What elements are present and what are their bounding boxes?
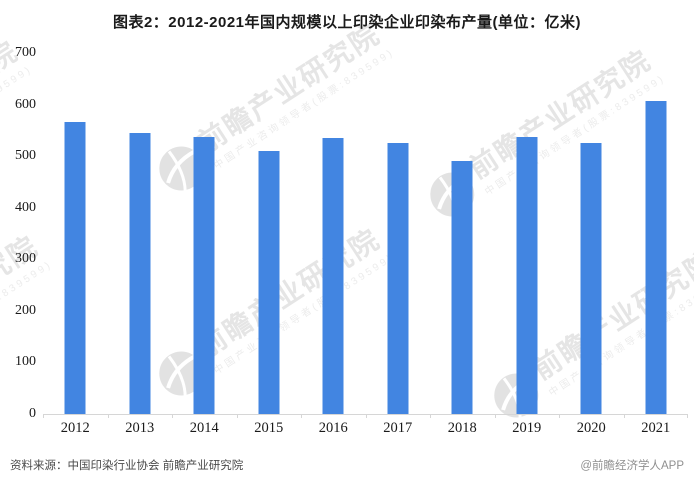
x-tick-label: 2017 <box>383 420 413 436</box>
x-tick-label: 2021 <box>641 420 671 436</box>
bar-2017 <box>387 143 409 414</box>
x-axis: 2012 2013 2014 2015 2016 2017 2018 2019 2020 2021 <box>43 420 688 437</box>
bar-2019 <box>516 137 538 414</box>
y-tick-label: 200 <box>15 302 36 318</box>
axis-tick <box>236 414 238 418</box>
y-tick-label: 300 <box>15 251 36 267</box>
bar-2013 <box>129 133 151 414</box>
bar-2020 <box>580 143 602 414</box>
bar-slot <box>430 53 495 414</box>
x-tick-label: 2014 <box>189 420 219 436</box>
y-tick-label: 600 <box>15 96 36 112</box>
axis-tick <box>494 414 496 418</box>
bar-slot <box>366 53 431 414</box>
axis-tick <box>107 414 109 418</box>
bar-slot <box>43 53 108 414</box>
axis-tick <box>43 414 44 418</box>
bar-2018 <box>451 161 473 414</box>
axis-tick <box>172 414 173 418</box>
axis-tick <box>430 414 431 418</box>
x-tick-label: 2019 <box>512 420 542 436</box>
bar-2016 <box>322 138 344 414</box>
chart-title: 图表2：2012-2021年国内规模以上印染企业印染布产量(单位：亿米) <box>112 14 582 31</box>
bar-slot <box>495 53 560 414</box>
axis-tick <box>365 414 367 418</box>
y-tick-label: 500 <box>15 148 36 164</box>
bar-2015 <box>258 151 280 414</box>
bar-slot <box>108 53 173 414</box>
axis-tick <box>623 414 625 418</box>
bar-2021 <box>645 101 667 414</box>
bar-slot <box>172 53 237 414</box>
x-tick-label: 2012 <box>60 420 90 436</box>
bar-slot <box>237 53 302 414</box>
y-axis: 0 100 200 300 400 500 600 700 <box>0 45 36 421</box>
y-tick-label: 0 <box>29 406 36 421</box>
x-tick-label: 2015 <box>254 420 284 436</box>
axis-tick <box>559 414 560 418</box>
bar-slot <box>624 53 689 414</box>
x-tick-label: 2016 <box>318 420 348 436</box>
bar-2014 <box>193 137 215 414</box>
credit-note: @前瞻经济学人APP <box>580 460 684 472</box>
y-tick-label: 700 <box>15 45 36 60</box>
plot-area <box>43 53 689 418</box>
x-tick-label: 2018 <box>447 420 477 436</box>
x-tick-label: 2020 <box>576 420 606 436</box>
axis-tick <box>687 414 688 418</box>
source-note: 资料来源：中国印染行业协会 前瞻产业研究院 <box>10 460 244 472</box>
bar-slot <box>301 53 366 414</box>
y-tick-label: 400 <box>15 199 36 215</box>
x-tick-label: 2013 <box>125 420 155 436</box>
y-tick-label: 100 <box>15 354 36 370</box>
axis-tick <box>301 414 302 418</box>
bar-slot <box>559 53 624 414</box>
bar-2012 <box>64 122 86 414</box>
